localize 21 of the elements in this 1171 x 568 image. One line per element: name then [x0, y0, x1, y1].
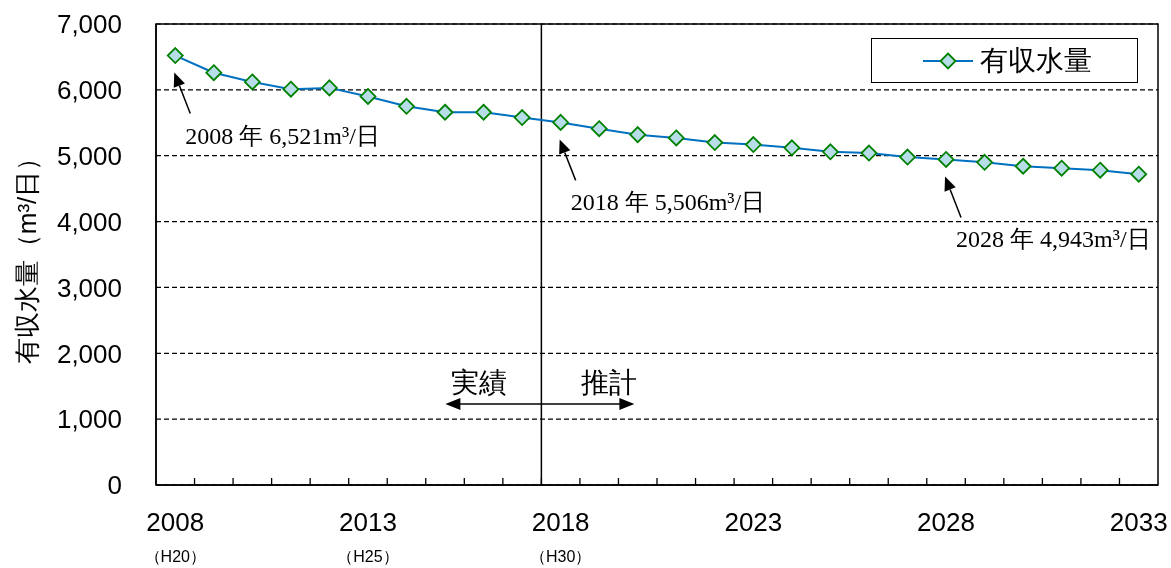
y-tick-label: 1,000	[56, 404, 122, 435]
y-tick-label: 5,000	[56, 140, 122, 171]
annotation: 推計	[581, 367, 638, 398]
y-tick-label: 3,000	[56, 272, 122, 303]
x-tick-label: 2013 （H25）	[337, 507, 399, 565]
annotation: 2028 年 4,943m³/日	[956, 226, 1151, 253]
x-tick-label: 2008 （H20）	[144, 507, 206, 565]
y-tick-label: 6,000	[56, 75, 122, 106]
y-tick-label: 0	[107, 470, 122, 501]
x-tick-label: 2023	[724, 507, 783, 537]
y-tick-label: 4,000	[56, 206, 122, 237]
y-axis-title: 有収水量（m³/日）	[12, 144, 42, 365]
legend-label: 有収水量	[980, 44, 1092, 76]
x-tick-label: 2028	[917, 507, 975, 537]
y-tick-label: 7,000	[56, 9, 122, 40]
annotation: 2018 年 5,506m³/日	[570, 189, 766, 216]
annotation: 実績	[451, 367, 508, 398]
annotation: 2008 年 6,521m³/日	[185, 122, 380, 149]
y-tick-label: 2,000	[56, 338, 122, 369]
x-tick-label: 2018 （H30）	[529, 507, 592, 565]
x-tick-label: 2033	[1109, 507, 1168, 537]
